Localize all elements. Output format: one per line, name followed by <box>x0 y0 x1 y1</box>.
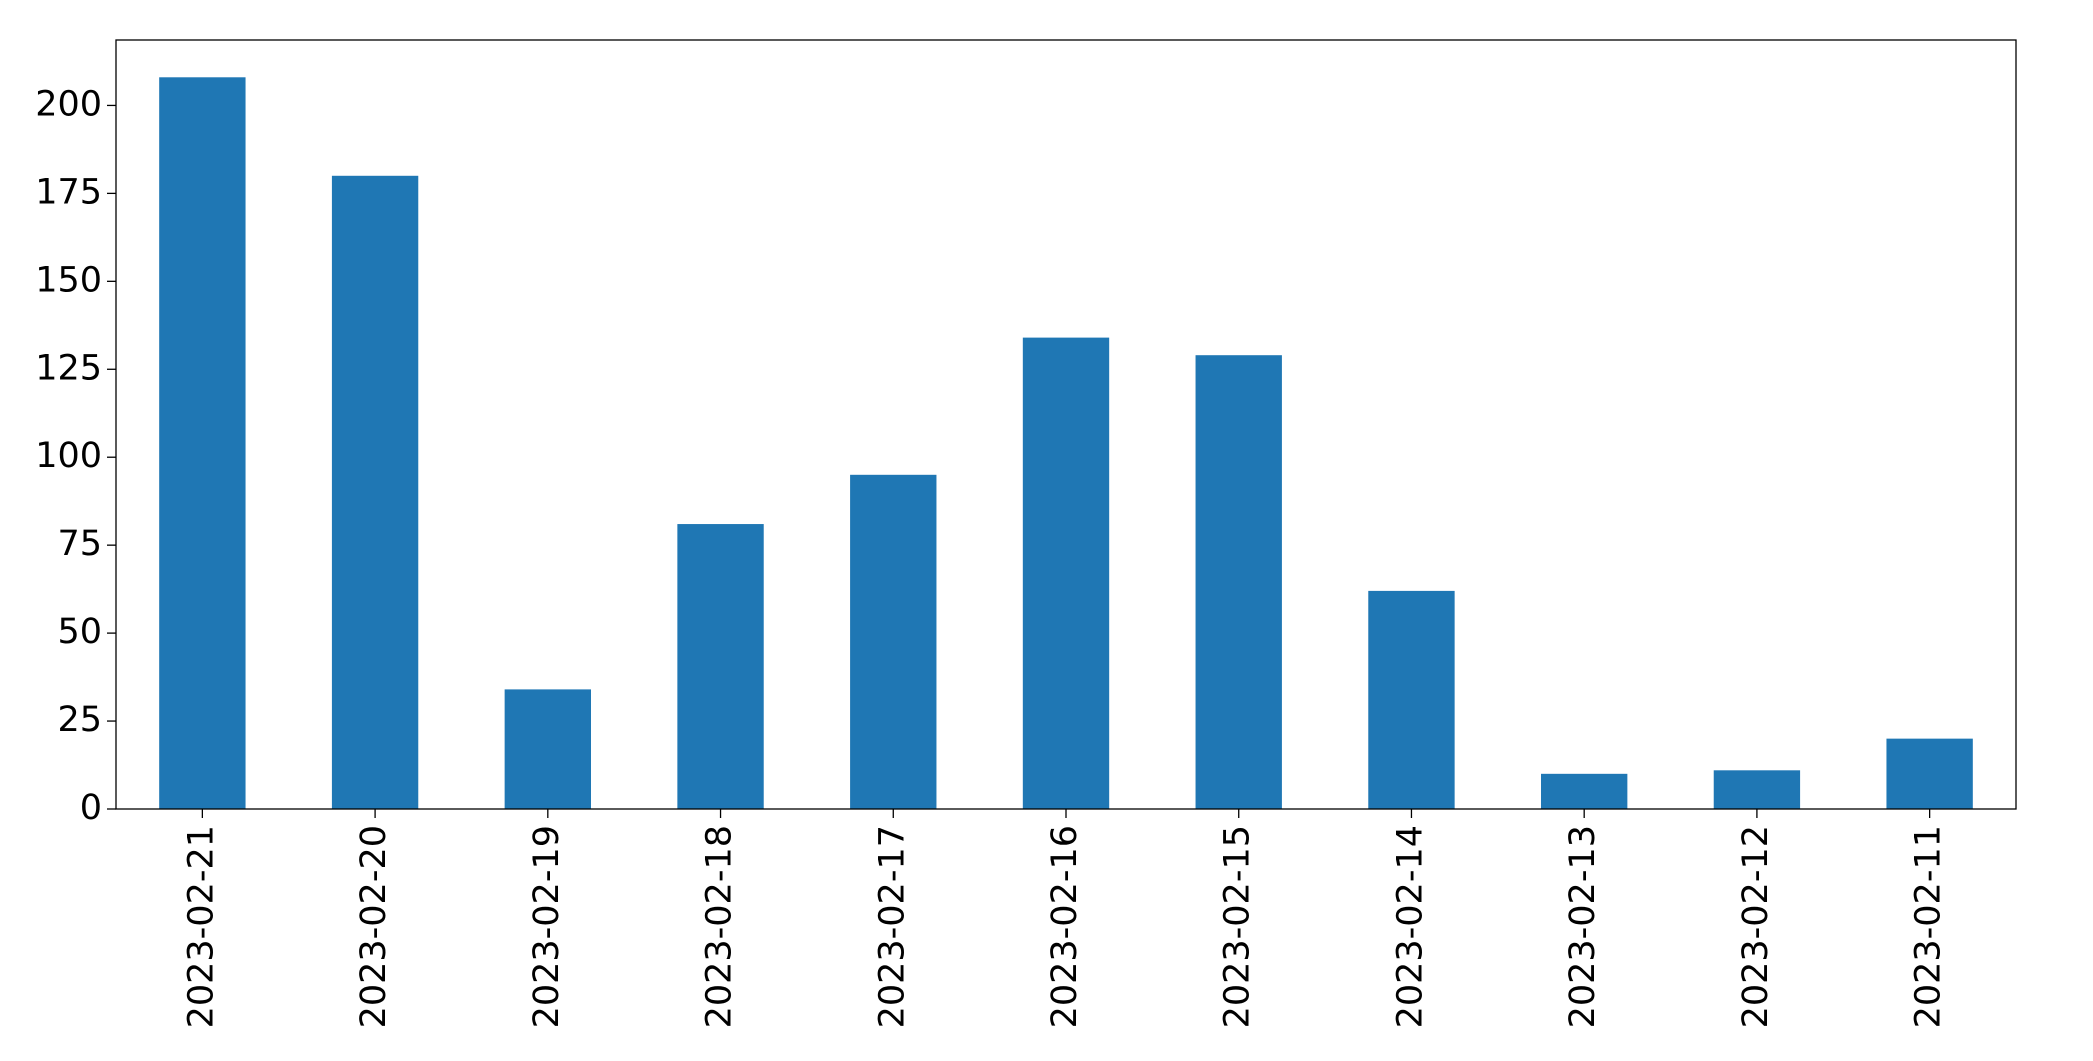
x-tick-label: 2023-02-17 <box>872 825 912 1028</box>
plot-frame <box>115 39 2017 810</box>
y-tick-label: 175 <box>35 172 102 212</box>
y-tick-label: 75 <box>57 524 102 564</box>
x-tick-label: 2023-02-15 <box>1218 825 1258 1028</box>
x-tick-label: 2023-02-16 <box>1045 825 1085 1028</box>
x-tick-label: 2023-02-11 <box>1909 825 1949 1028</box>
y-tick-label: 100 <box>35 436 102 476</box>
bar <box>1022 337 1110 809</box>
y-tick-label: 0 <box>80 788 102 828</box>
y-tick-label: 50 <box>57 612 102 652</box>
bar <box>677 524 764 809</box>
bar <box>1368 590 1455 809</box>
x-tick-label: 2023-02-12 <box>1736 825 1776 1028</box>
x-tick-label: 2023-02-20 <box>354 825 394 1028</box>
x-tick-label: 2023-02-21 <box>181 825 221 1028</box>
y-tick-label: 125 <box>35 348 102 388</box>
bar <box>1541 773 1628 809</box>
y-tick-label: 150 <box>35 260 102 300</box>
x-tick-label: 2023-02-18 <box>700 825 740 1028</box>
y-tick-label: 25 <box>57 700 102 740</box>
x-tick-label: 2023-02-13 <box>1563 825 1603 1028</box>
bar <box>159 77 246 809</box>
bar <box>1713 770 1801 809</box>
x-tick-label: 2023-02-14 <box>1390 825 1430 1028</box>
x-tick-label: 2023-02-19 <box>527 825 567 1028</box>
bar <box>1195 355 1282 809</box>
bar <box>504 689 591 809</box>
bar <box>1886 738 1973 809</box>
bar <box>331 175 419 810</box>
bar <box>850 474 937 809</box>
y-tick-label: 200 <box>35 84 102 124</box>
